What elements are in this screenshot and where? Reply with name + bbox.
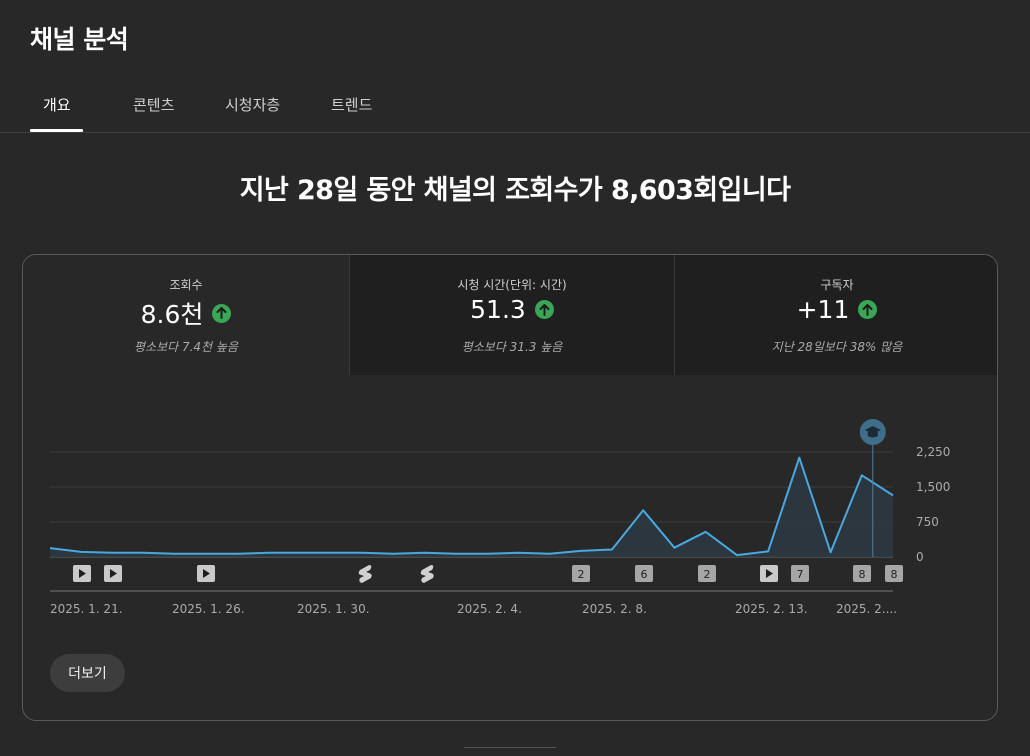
upload-count-badge bbox=[791, 565, 809, 582]
metric-comparison: 평소보다 31.3 높음 bbox=[461, 340, 563, 354]
views-chart[interactable]: 2,250 1,500 750 0 2 6 2 7 8 8 2025. 1. 21. 2025. 1.… bbox=[23, 375, 997, 616]
y-tick-label: 0 bbox=[916, 550, 924, 564]
chart-area-fill bbox=[50, 457, 893, 557]
play-icon bbox=[203, 569, 210, 578]
upload-count-badge bbox=[853, 565, 871, 582]
upload-count-label: 8 bbox=[859, 568, 866, 581]
metric-comparison: 지난 28일보다 38% 많음 bbox=[771, 340, 903, 354]
headline: 지난 28일 동안 채널의 조회수가 8,603회입니다 bbox=[239, 175, 791, 206]
upload-count-badge bbox=[885, 565, 903, 582]
divider bbox=[464, 747, 556, 748]
x-tick-label: 2025. 1. 30. bbox=[297, 602, 370, 615]
x-tick-label: 2025. 1. 21. bbox=[50, 602, 123, 615]
shorts-icon bbox=[420, 565, 434, 583]
metric-views[interactable]: 조회수 8.6천 평소보다 7.4천 높음 bbox=[23, 255, 349, 375]
shorts-icon bbox=[358, 565, 372, 583]
x-tick-label: 2025. 2. 8. bbox=[582, 602, 647, 615]
metric-value: 8.6천 bbox=[140, 300, 204, 329]
upload-count-badge bbox=[698, 565, 716, 582]
upload-count-label: 8 bbox=[891, 568, 898, 581]
arrow-up-icon bbox=[212, 303, 232, 323]
play-icon bbox=[79, 569, 86, 578]
metric-comparison: 평소보다 7.4천 높음 bbox=[134, 340, 238, 354]
graduation-cap-base bbox=[867, 432, 878, 438]
active-tab-indicator bbox=[30, 129, 83, 132]
page-title: 채널 분석 bbox=[30, 25, 129, 54]
arrow-up-icon bbox=[858, 300, 878, 319]
x-tick-label: 2025. 2.... bbox=[836, 602, 897, 615]
metric-label: 시청 시간(단위: 시간) bbox=[457, 278, 567, 292]
metric-watch-time[interactable]: 시청 시간(단위: 시간) 51.3 평소보다 31.3 높음 bbox=[349, 255, 674, 375]
tab-bar: 개요 콘텐츠 시청자층 트렌드 bbox=[0, 82, 1030, 133]
play-icon bbox=[766, 569, 773, 578]
tab-audience[interactable]: 시청자층 bbox=[225, 96, 281, 114]
y-tick-label: 750 bbox=[916, 515, 939, 529]
upload-count-badge bbox=[572, 565, 590, 582]
metric-label: 조회수 bbox=[169, 278, 203, 292]
metric-label: 구독자 bbox=[820, 278, 854, 292]
x-tick-label: 2025. 2. 4. bbox=[457, 602, 522, 615]
play-icon bbox=[110, 569, 117, 578]
arrow-up-icon bbox=[534, 300, 554, 319]
upload-count-badge bbox=[635, 565, 653, 582]
chart-svg: 2,250 1,500 750 0 2 6 2 7 8 8 2025. 1. 21. 2025. 1.… bbox=[49, 419, 950, 616]
upload-count-label: 2 bbox=[578, 568, 585, 581]
upload-count-label: 2 bbox=[704, 568, 711, 581]
y-tick-label: 1,500 bbox=[916, 480, 950, 494]
views-line bbox=[49, 456, 894, 557]
metric-subscribers[interactable]: 구독자 +11 지난 28일보다 38% 많음 bbox=[674, 255, 997, 375]
upload-count-label: 7 bbox=[797, 568, 804, 581]
more-button[interactable]: 더보기 bbox=[50, 654, 125, 692]
metric-value: 51.3 bbox=[470, 295, 526, 324]
x-tick-label: 2025. 1. 26. bbox=[172, 602, 245, 615]
tab-trends[interactable]: 트렌드 bbox=[331, 96, 373, 114]
tab-overview[interactable]: 개요 bbox=[43, 96, 71, 114]
upload-count-label: 6 bbox=[641, 568, 648, 581]
metric-value: +11 bbox=[796, 295, 850, 324]
analytics-card: 조회수 8.6천 평소보다 7.4천 높음 시청 시간(단위: 시간) 51.3… bbox=[22, 254, 998, 721]
tab-content[interactable]: 콘텐츠 bbox=[133, 96, 175, 114]
x-tick-label: 2025. 2. 13. bbox=[735, 602, 808, 615]
y-tick-label: 2,250 bbox=[916, 445, 950, 459]
